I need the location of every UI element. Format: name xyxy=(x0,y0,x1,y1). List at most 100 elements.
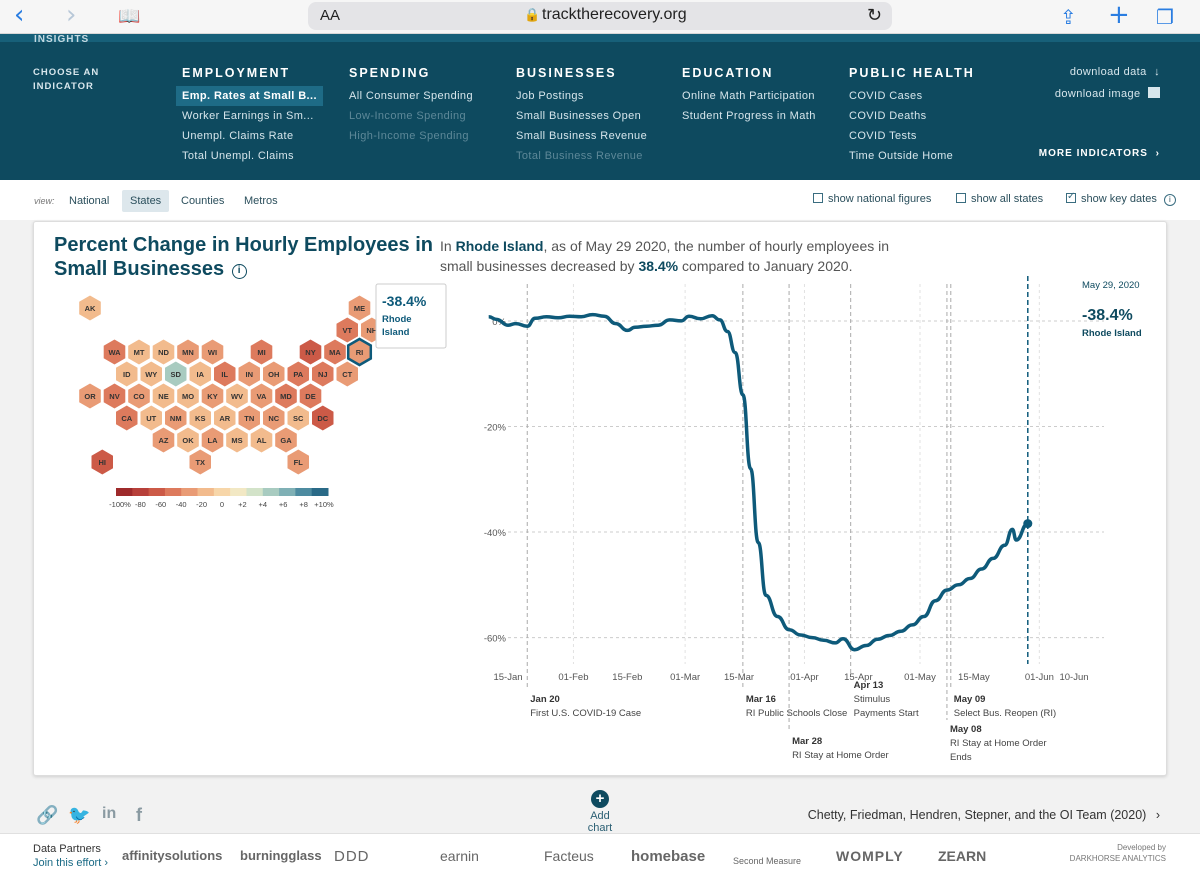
state-hex-nm[interactable] xyxy=(164,404,188,432)
indicator-covid-tests[interactable]: COVID Tests xyxy=(849,130,917,142)
indicator-student-progress[interactable]: Student Progress in Math xyxy=(682,110,816,122)
indicator-online-math[interactable]: Online Math Participation xyxy=(682,90,815,102)
state-hex-wy[interactable] xyxy=(139,360,163,388)
indicator-time-outside-home[interactable]: Time Outside Home xyxy=(849,150,954,162)
state-hex-ny[interactable] xyxy=(298,338,323,366)
tabs-icon[interactable]: ❐ xyxy=(1156,5,1174,29)
state-hex-dc[interactable] xyxy=(311,404,335,432)
address-bar[interactable]: AA 🔒 tracktherecovery.org ↻ xyxy=(308,2,892,30)
indicator-small-business-revenue[interactable]: Small Business Revenue xyxy=(516,130,648,142)
state-hex-ks[interactable] xyxy=(188,404,212,432)
state-hex-wv[interactable] xyxy=(225,382,249,410)
view-states[interactable]: States xyxy=(122,190,170,212)
state-hex-wa[interactable] xyxy=(102,338,127,366)
state-hex-mi[interactable] xyxy=(249,338,274,366)
state-hex-hi[interactable] xyxy=(90,448,114,476)
logo-earnin[interactable]: earnin xyxy=(440,848,479,864)
more-indicators-button[interactable]: MORE INDICATORS › xyxy=(1039,148,1160,159)
state-hex-ia[interactable] xyxy=(188,360,212,388)
show-all-states-checkbox[interactable]: show all states xyxy=(956,193,1043,205)
state-hex-va[interactable] xyxy=(249,382,274,410)
state-hex-vt[interactable] xyxy=(335,316,359,344)
logo-womply[interactable]: WOMPLY xyxy=(836,848,904,864)
view-national[interactable]: National xyxy=(69,195,110,207)
reload-icon[interactable]: ↻ xyxy=(866,5,882,25)
state-hex-ut[interactable] xyxy=(139,404,163,432)
indicator-total-unempl-claims[interactable]: Total Unempl. Claims xyxy=(182,150,294,162)
state-hex-nj[interactable] xyxy=(311,360,335,388)
state-hex-pa[interactable] xyxy=(286,360,310,388)
state-hex-az[interactable] xyxy=(151,426,176,454)
state-hex-ak[interactable] xyxy=(78,294,102,322)
indicator-all-spending[interactable]: All Consumer Spending xyxy=(349,90,473,102)
join-effort-link[interactable]: Join this effort › xyxy=(33,857,109,869)
download-data-link[interactable]: download data ↓ xyxy=(1070,66,1160,78)
state-hex-ga[interactable] xyxy=(274,426,298,454)
state-hex-il[interactable] xyxy=(213,360,237,388)
state-hex-mn[interactable] xyxy=(176,338,200,366)
indicator-high-income-spending[interactable]: High-Income Spending xyxy=(349,130,469,142)
state-hex-ct[interactable] xyxy=(335,360,359,388)
facebook-icon[interactable]: f xyxy=(136,805,142,825)
logo-facteus[interactable]: Facteus xyxy=(544,848,594,864)
state-hex-ky[interactable] xyxy=(200,382,225,410)
reader-aa-button[interactable]: AA xyxy=(320,7,341,24)
indicator-covid-deaths[interactable]: COVID Deaths xyxy=(849,110,927,122)
state-hex-co[interactable] xyxy=(127,382,151,410)
add-chart-button[interactable]: + Add chart xyxy=(578,790,622,834)
indicator-job-postings[interactable]: Job Postings xyxy=(516,90,584,102)
share-icon[interactable]: ⇪ xyxy=(1060,5,1077,29)
developer-name[interactable]: DARKHORSE ANALYTICS xyxy=(1069,854,1166,863)
state-hex-nv[interactable] xyxy=(102,382,127,410)
state-hex-ne[interactable] xyxy=(151,382,176,410)
info-icon[interactable]: i xyxy=(231,264,247,279)
state-hex-ar[interactable] xyxy=(213,404,237,432)
back-icon[interactable]: ‹ xyxy=(14,0,25,30)
state-hex-nd[interactable] xyxy=(151,338,176,366)
indicator-unempl-claims-rate[interactable]: Unempl. Claims Rate xyxy=(182,130,294,142)
state-hex-sd[interactable] xyxy=(164,360,188,388)
state-hex-wi[interactable] xyxy=(200,338,225,366)
logo-homebase[interactable]: homebase xyxy=(631,848,706,865)
info-icon[interactable]: i xyxy=(1163,194,1176,206)
state-hex-nc[interactable] xyxy=(262,404,286,432)
forward-icon[interactable]: › xyxy=(66,0,77,30)
show-key-dates-checkbox[interactable]: show key dates i xyxy=(1066,191,1176,206)
indicator-small-businesses-open[interactable]: Small Businesses Open xyxy=(516,110,642,122)
state-hex-tx[interactable] xyxy=(188,448,212,476)
show-national-figures-checkbox[interactable]: show national figures xyxy=(813,193,931,205)
linkedin-icon[interactable]: in xyxy=(102,805,117,822)
state-hex-tn[interactable] xyxy=(237,404,261,432)
state-hex-mo[interactable] xyxy=(176,382,200,410)
twitter-icon[interactable]: 🐦 xyxy=(68,805,91,825)
new-tab-icon[interactable]: + xyxy=(1108,0,1130,30)
indicator-worker-earnings[interactable]: Worker Earnings in Sm... xyxy=(182,110,314,122)
state-hex-sc[interactable] xyxy=(286,404,310,432)
indicator-total-business-revenue[interactable]: Total Business Revenue xyxy=(516,150,643,162)
state-hex-de[interactable] xyxy=(298,382,323,410)
view-metros[interactable]: Metros xyxy=(244,195,278,207)
state-hex-md[interactable] xyxy=(274,382,298,410)
state-hex-ok[interactable] xyxy=(176,426,200,454)
download-image-link[interactable]: download image xyxy=(1055,87,1160,100)
indicator-emp-rates[interactable]: Emp. Rates at Small B... xyxy=(176,86,323,106)
state-hex-me[interactable] xyxy=(347,294,372,322)
indicator-low-income-spending[interactable]: Low-Income Spending xyxy=(349,110,467,122)
state-hex-ma[interactable] xyxy=(323,338,347,366)
brand-insights[interactable]: INSIGHTS xyxy=(34,34,90,45)
state-hex-ms[interactable] xyxy=(225,426,249,454)
logo-zearn[interactable]: ZEARN xyxy=(938,848,987,864)
view-counties[interactable]: Counties xyxy=(181,195,225,207)
citation-link[interactable]: Chetty, Friedman, Hendren, Stepner, and … xyxy=(808,808,1160,822)
logo-second-measure[interactable]: Second Measure xyxy=(733,856,802,866)
logo-ddd[interactable]: DDD xyxy=(334,848,370,865)
indicator-covid-cases[interactable]: COVID Cases xyxy=(849,90,923,102)
state-hex-fl[interactable] xyxy=(286,448,310,476)
state-hex-al[interactable] xyxy=(249,426,274,454)
current-point[interactable] xyxy=(1023,519,1033,529)
state-hex-id[interactable] xyxy=(115,360,139,388)
state-hex-mt[interactable] xyxy=(127,338,151,366)
logo-burningglass[interactable]: burningglass xyxy=(240,848,322,863)
bookmarks-icon[interactable]: 📖 xyxy=(118,6,141,27)
state-hex-oh[interactable] xyxy=(262,360,286,388)
